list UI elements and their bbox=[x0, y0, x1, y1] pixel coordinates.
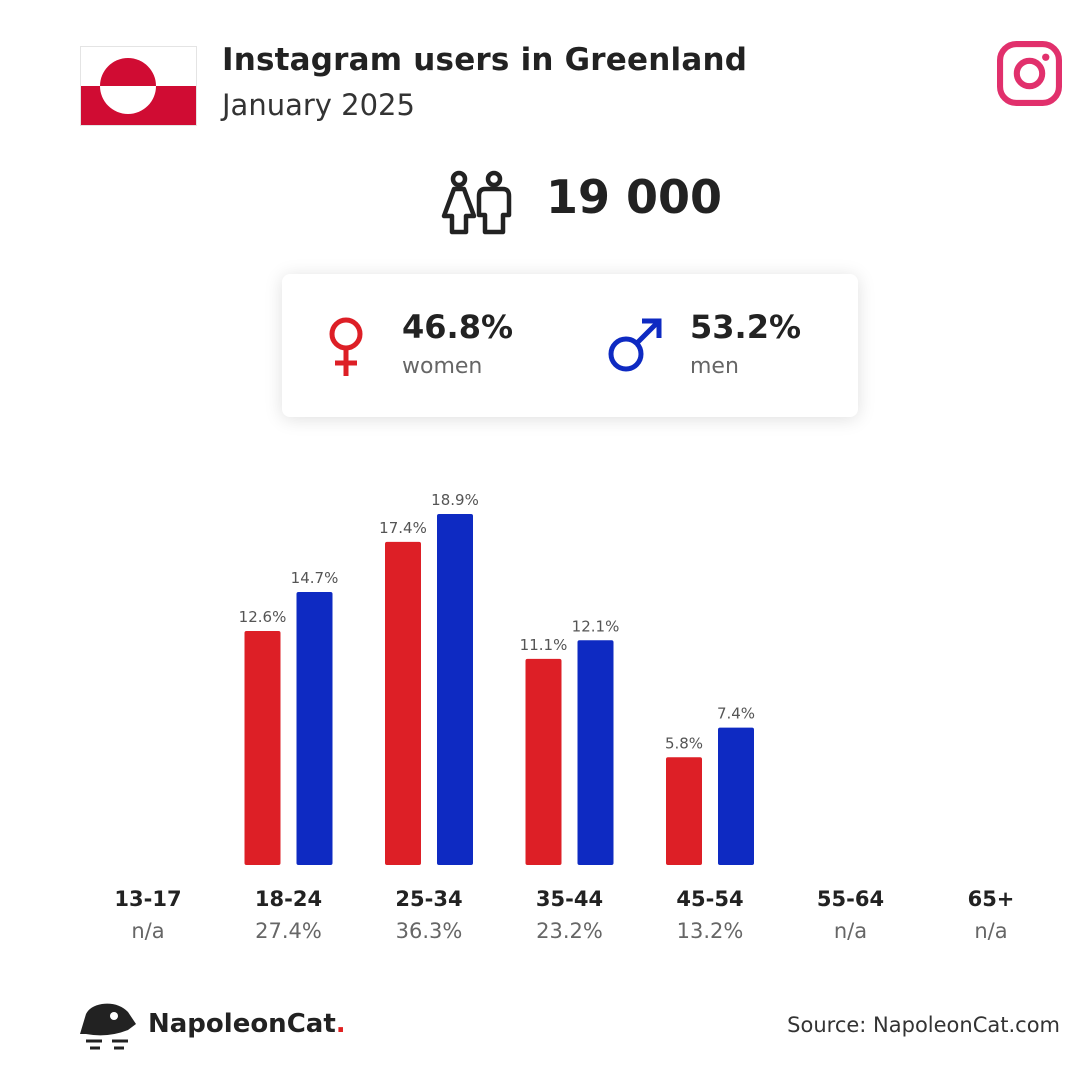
bar-value-label: 18.9% bbox=[431, 491, 479, 509]
age-group-label: 35-44 bbox=[536, 887, 603, 911]
instagram-icon bbox=[997, 41, 1062, 106]
bar-35-44-series-1 bbox=[577, 640, 614, 865]
age-group-total: n/a bbox=[834, 919, 867, 943]
bar-18-24-series-0 bbox=[244, 631, 281, 865]
total-users-value: 19 000 bbox=[546, 170, 723, 224]
age-group-label: 45-54 bbox=[676, 887, 743, 911]
bar-value-label: 14.7% bbox=[291, 569, 339, 587]
gender-split-card: 46.8% women 53.2% men bbox=[282, 274, 858, 417]
bar-value-label: 12.1% bbox=[572, 617, 620, 635]
age-group-total: 13.2% bbox=[677, 919, 744, 943]
age-group-total: n/a bbox=[131, 919, 164, 943]
bar-value-label: 5.8% bbox=[665, 734, 703, 752]
age-group-label: 25-34 bbox=[395, 887, 462, 911]
men-percentage: 53.2% bbox=[690, 308, 802, 346]
bar-value-label: 11.1% bbox=[520, 636, 568, 654]
age-group-total: n/a bbox=[974, 919, 1007, 943]
age-group-label: 55-64 bbox=[817, 887, 884, 911]
age-group-label: 65+ bbox=[968, 887, 1015, 911]
napoleoncat-logo-icon bbox=[80, 1003, 136, 1050]
bar-35-44-series-0 bbox=[525, 658, 562, 865]
age-group-total: 23.2% bbox=[536, 919, 603, 943]
female-icon bbox=[329, 317, 363, 376]
age-group-total: 27.4% bbox=[255, 919, 322, 943]
bar-45-54-series-1 bbox=[718, 727, 754, 865]
bar-25-34-series-1 bbox=[437, 514, 473, 865]
age-group-label: 13-17 bbox=[114, 887, 181, 911]
age-group-total: 36.3% bbox=[396, 919, 463, 943]
page-title: Instagram users in Greenland bbox=[222, 42, 748, 78]
age-group-label: 18-24 bbox=[255, 887, 322, 911]
bar-value-label: 7.4% bbox=[717, 705, 755, 723]
page-subtitle: January 2025 bbox=[222, 88, 415, 122]
women-label: women bbox=[402, 354, 483, 379]
bar-value-label: 12.6% bbox=[239, 608, 287, 626]
men-label: men bbox=[690, 354, 739, 379]
bar-45-54-series-0 bbox=[666, 757, 702, 865]
bar-25-34-series-0 bbox=[385, 541, 421, 865]
greenland-flag-icon bbox=[80, 46, 197, 126]
people-icon bbox=[441, 170, 512, 235]
brand-name: NapoleonCat. bbox=[148, 1009, 346, 1039]
women-percentage: 46.8% bbox=[402, 308, 514, 346]
bar-18-24-series-1 bbox=[296, 592, 333, 865]
bar-value-label: 17.4% bbox=[379, 519, 427, 537]
source-text: Source: NapoleonCat.com bbox=[787, 1013, 1060, 1037]
male-icon bbox=[608, 318, 662, 372]
